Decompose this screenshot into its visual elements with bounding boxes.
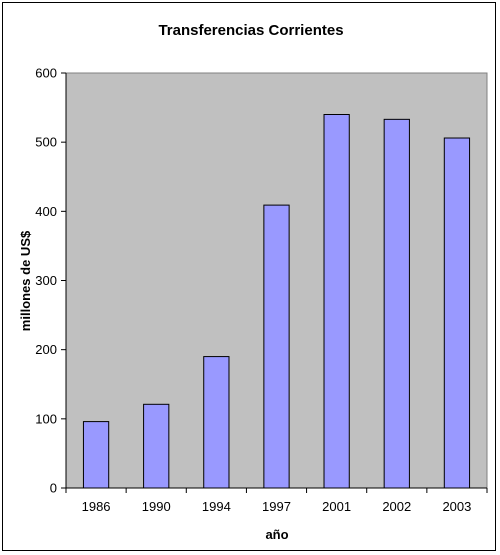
bar-2001 bbox=[323, 114, 350, 489]
y-axis-label: millones de US$ bbox=[18, 230, 33, 331]
y-tick-label: 500 bbox=[35, 135, 57, 150]
x-tick-label: 1990 bbox=[142, 499, 171, 514]
bar-1990 bbox=[143, 403, 170, 489]
bar-chart: Transferencias Corrientes 0 100 200 300 400 5… bbox=[18, 22, 488, 542]
chart-frame: Transferencias Corrientes 0 100 200 300 400 5… bbox=[2, 2, 496, 551]
bar-1997 bbox=[263, 204, 290, 489]
x-tick-label: 1994 bbox=[202, 499, 231, 514]
y-tick-label: 400 bbox=[35, 204, 57, 219]
bar-2002 bbox=[383, 118, 410, 489]
x-tick-label: 2001 bbox=[322, 499, 351, 514]
y-tick-label: 200 bbox=[35, 342, 57, 357]
y-tick-label: 600 bbox=[35, 66, 57, 81]
bar-1986 bbox=[82, 421, 110, 489]
y-axis: 0 100 200 300 400 500 600 bbox=[35, 66, 67, 496]
bar-1994 bbox=[203, 356, 230, 489]
x-axis: 1986 1990 1994 1997 2001 2002 2003 bbox=[65, 487, 488, 514]
x-tick-label: 2003 bbox=[442, 499, 471, 514]
x-tick-label: 2002 bbox=[382, 499, 411, 514]
bar-series bbox=[82, 114, 471, 489]
x-tick-label: 1986 bbox=[82, 499, 111, 514]
chart-title: Transferencias Corrientes bbox=[158, 22, 343, 39]
y-tick-label: 100 bbox=[35, 411, 57, 426]
x-axis-label: año bbox=[265, 527, 288, 542]
x-tick-label: 1997 bbox=[262, 499, 291, 514]
bar-2003 bbox=[443, 137, 471, 489]
y-tick-label: 0 bbox=[50, 481, 57, 496]
y-tick-label: 300 bbox=[35, 273, 57, 288]
